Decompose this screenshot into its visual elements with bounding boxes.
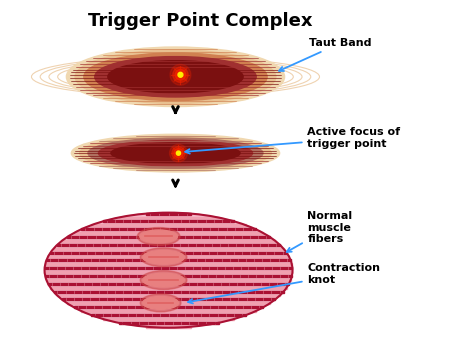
Ellipse shape [140, 230, 177, 243]
Bar [118, 217, 219, 218]
Ellipse shape [140, 271, 187, 290]
Bar [53, 248, 284, 250]
Circle shape [172, 147, 185, 160]
Bar [51, 252, 286, 254]
Bar [62, 298, 275, 300]
Bar [73, 232, 263, 234]
Bar [57, 294, 280, 296]
Bar [44, 267, 292, 269]
Bar [81, 310, 256, 312]
Ellipse shape [137, 227, 180, 245]
Circle shape [175, 70, 186, 80]
Text: Taut Band: Taut Band [279, 38, 372, 71]
Ellipse shape [108, 61, 243, 93]
Ellipse shape [88, 138, 263, 168]
Ellipse shape [66, 47, 285, 106]
Ellipse shape [123, 65, 228, 89]
Bar [91, 224, 246, 226]
Ellipse shape [71, 134, 279, 172]
Bar [44, 271, 292, 273]
Bar [46, 260, 291, 261]
Ellipse shape [98, 140, 253, 166]
Ellipse shape [44, 213, 292, 328]
Bar [51, 287, 286, 289]
Ellipse shape [95, 56, 256, 97]
Bar [146, 213, 191, 215]
Ellipse shape [84, 53, 267, 101]
Ellipse shape [125, 146, 226, 161]
Ellipse shape [140, 248, 187, 267]
Circle shape [169, 144, 187, 162]
Circle shape [174, 149, 183, 158]
Text: Trigger Point Complex: Trigger Point Complex [88, 12, 313, 30]
Bar [45, 263, 292, 265]
Bar [48, 283, 289, 285]
Circle shape [170, 64, 191, 85]
Text: Active focus of
trigger point: Active focus of trigger point [185, 127, 401, 153]
Circle shape [173, 67, 188, 82]
Bar [81, 228, 256, 230]
Ellipse shape [111, 143, 240, 163]
Bar [67, 236, 270, 238]
Ellipse shape [143, 296, 178, 309]
Bar [46, 279, 291, 281]
Bar [67, 303, 270, 304]
Bar [57, 244, 280, 246]
Ellipse shape [80, 136, 271, 170]
Bar [45, 275, 292, 277]
Bar [48, 256, 289, 258]
Ellipse shape [75, 50, 276, 103]
Bar [102, 318, 234, 320]
Ellipse shape [143, 273, 184, 287]
Bar [62, 240, 275, 242]
Text: Contraction
knot: Contraction knot [188, 263, 380, 304]
Bar [73, 306, 263, 308]
Circle shape [178, 72, 183, 77]
Ellipse shape [143, 250, 184, 264]
Ellipse shape [140, 294, 181, 312]
Bar [91, 314, 246, 316]
Bar [118, 322, 219, 324]
Bar [146, 326, 191, 328]
Bar [102, 220, 234, 222]
Text: Normal
muscle
fibers: Normal muscle fibers [287, 211, 352, 252]
Bar [53, 291, 284, 293]
Circle shape [176, 151, 181, 155]
